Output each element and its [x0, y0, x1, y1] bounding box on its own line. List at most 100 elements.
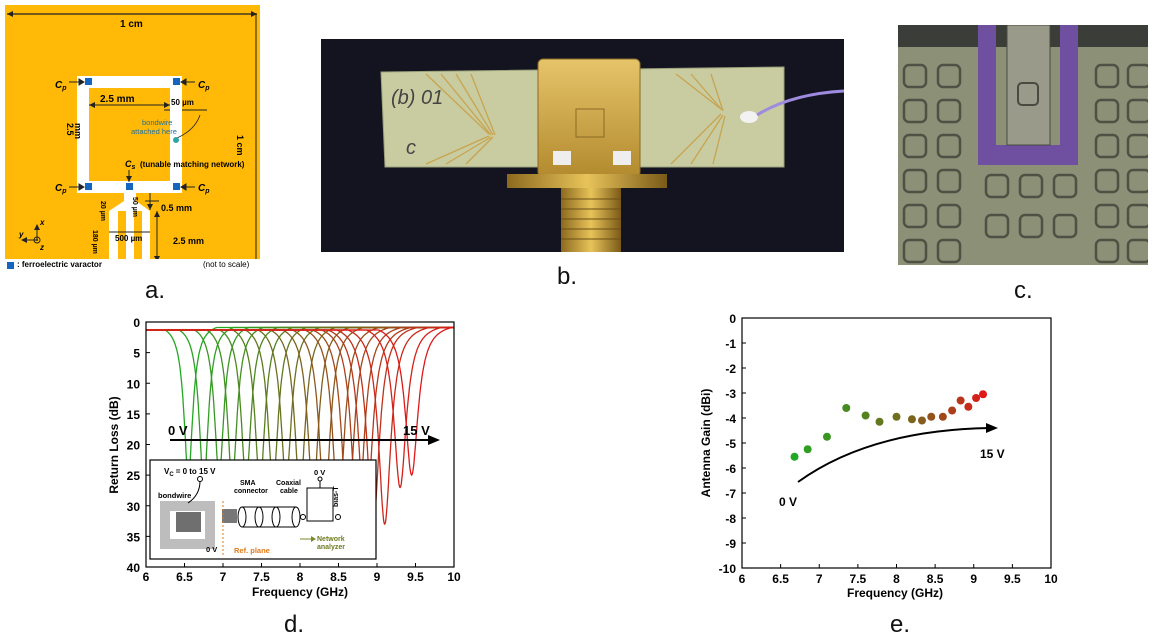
gain-point [822, 432, 831, 441]
svg-text:x: x [39, 218, 45, 227]
cp-label: Cp [198, 183, 210, 195]
svg-text:y: y [18, 230, 24, 239]
antenna-gain-chart: 6 6.5 7 7.5 8 8.5 9 9.5 10 0 -1 -2 -3 -4 -5 -6 -7 -8 -9 -10… [699, 312, 1058, 600]
cs-label: Cs [125, 159, 136, 171]
x-axis-label: Frequency (GHz) [847, 586, 943, 600]
x-axis-label: Frequency (GHz) [252, 585, 348, 599]
zero-v-label: 0 V [314, 468, 325, 477]
sma-label: SMA [240, 480, 256, 487]
bondwire-label: attached here [131, 127, 177, 136]
arrow-start-label: 0 V [779, 495, 797, 509]
gain-point [927, 412, 936, 421]
x-tick-label: 9 [970, 572, 977, 586]
handwritten-label: c [406, 137, 416, 159]
cp-label: Cp [198, 80, 210, 92]
svg-text:z: z [39, 243, 44, 252]
loop-top-trace [77, 76, 182, 88]
varactor-icon [173, 183, 180, 190]
y-tick-label: -2 [725, 362, 736, 376]
y-tick-label: 0 [133, 316, 140, 330]
varactor-icon [173, 78, 180, 85]
y-tick-label: -9 [725, 537, 736, 551]
gain-point [938, 412, 947, 421]
gain-point [842, 404, 851, 412]
y-axis-label: Antenna Gain (dBi) [699, 389, 713, 498]
x-tick-label: 9 [374, 570, 381, 584]
gap-label: 0.5 mm [161, 203, 192, 213]
ref-plane-label: Ref. plane [234, 546, 270, 555]
axis-ticks: 6 6.5 7 7.5 8 8.5 9 9.5 10 0 5 10 15 20 25 30 35 40 [127, 316, 461, 584]
arrow-start-label: 0 V [168, 423, 188, 438]
x-tick-label: 9.5 [407, 570, 424, 584]
zero-v-label: 0 V [206, 545, 217, 554]
varactor-icon [85, 78, 92, 85]
cs-description: (tunable matching network) [140, 160, 245, 169]
gain-points [790, 390, 988, 461]
y-tick-label: 20 [127, 439, 141, 453]
x-tick-label: 6.5 [772, 572, 789, 586]
y-tick-label: -10 [719, 562, 737, 576]
gain-point [892, 412, 901, 421]
coax-label: cable [280, 488, 298, 495]
y-tick-label: 0 [729, 312, 736, 326]
return-loss-chart: 6 6.5 7 7.5 8 8.5 9 9.5 10 0 5 10 15 20 25 30 35 40 Frequ… [107, 316, 461, 599]
height-label: 1 cm [235, 135, 245, 156]
network-analyzer-label: analyzer [317, 544, 345, 551]
gain-point [964, 402, 973, 411]
y-axis-label: Return Loss (dB) [107, 396, 121, 493]
legend-bar: : ferroelectric varactor (not to scale) [5, 259, 260, 273]
arrow-end-label: 15 V [403, 423, 430, 438]
feed-height-label: 2.5 mm [173, 236, 204, 246]
cp-label: Cp [55, 183, 67, 195]
trace-width-label: 50 µm [171, 98, 194, 107]
caption-e: e. [890, 611, 911, 638]
x-tick-label: 8.5 [927, 572, 944, 586]
coordinate-axes-icon: x y z [18, 218, 45, 252]
y-tick-label: 15 [127, 408, 141, 422]
x-tick-label: 7.5 [850, 572, 867, 586]
x-tick-label: 9.5 [1004, 572, 1021, 586]
loop-left-trace [77, 76, 89, 193]
loop-width-label: 2.5 mm [100, 94, 135, 105]
feed-width-label: 500 µm [115, 234, 142, 243]
gain-point [979, 390, 988, 399]
feed-gap-label: 20 µm [99, 201, 106, 221]
cp-label: Cp [55, 80, 67, 92]
vc-label: VC = 0 to 15 V [164, 467, 216, 478]
caption-c: c. [1014, 277, 1033, 304]
gain-point [875, 417, 884, 426]
varactor-legend-swatch [7, 262, 14, 269]
antenna-layout-diagram: 1 cm 1 cm Cp Cp Cp Cp [5, 5, 260, 272]
network-analyzer-label: Network [317, 536, 345, 543]
x-tick-label: 10 [1044, 572, 1058, 586]
bondwire-label: bondwire [158, 491, 191, 500]
gain-point [972, 394, 981, 402]
device-photo: (b) 01 c [321, 39, 844, 252]
arrow-head [251, 11, 257, 17]
x-tick-label: 7 [220, 570, 227, 584]
gain-point [790, 452, 799, 461]
x-tick-label: 8 [297, 570, 304, 584]
caption-d: d. [284, 611, 305, 638]
loop-right-trace [170, 76, 182, 193]
feed-gap-label: 50 µm [131, 197, 138, 217]
arrow-end-label: 15 V [980, 447, 1005, 461]
gain-point [956, 396, 965, 405]
return-loss-curve [146, 326, 454, 477]
antenna-layout-svg: 1 cm 1 cm Cp Cp Cp Cp [7, 11, 259, 267]
arrow-head [428, 435, 440, 445]
varactor-icon [85, 183, 92, 190]
y-tick-label: -5 [725, 437, 736, 451]
x-tick-label: 8 [893, 572, 900, 586]
sma-label: connector [234, 488, 268, 495]
axis-ticks: 6 6.5 7 7.5 8 8.5 9 9.5 10 0 -1 -2 -3 -4 -5 -6 -7 -8 -9 -10 [719, 312, 1058, 586]
arrow-head [986, 423, 998, 433]
y-tick-label: 25 [127, 469, 141, 483]
loop-height-unit: mm [73, 123, 83, 139]
gain-point [861, 411, 870, 420]
gain-point [917, 416, 926, 425]
y-tick-label: 5 [133, 347, 140, 361]
bondwire-dot [173, 137, 179, 143]
feed-length-label: 180 µm [91, 230, 98, 254]
trend-arrow [797, 427, 991, 483]
